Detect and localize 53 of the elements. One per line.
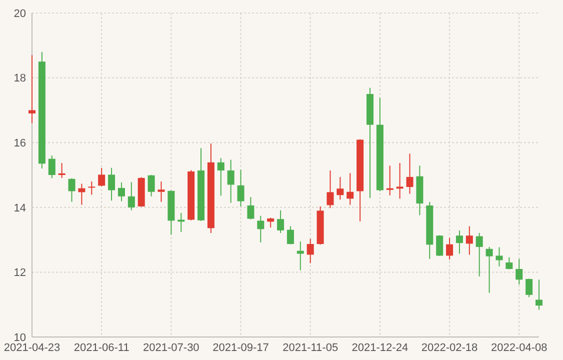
y-tick-label: 10 <box>14 332 26 344</box>
y-tick-label: 16 <box>14 137 26 150</box>
candlestick <box>396 162 404 200</box>
x-tick-label: 2021-06-11 <box>74 342 130 354</box>
candlestick <box>326 170 334 209</box>
candlestick <box>456 230 463 254</box>
candlestick <box>148 174 155 197</box>
candlestick <box>386 165 394 196</box>
candlestick <box>476 232 483 277</box>
candlestick <box>227 159 234 204</box>
candlestick <box>536 279 542 310</box>
y-tick-label: 20 <box>14 8 26 20</box>
candlestick <box>217 158 224 196</box>
candlestick <box>108 167 116 202</box>
candlestick <box>158 180 165 202</box>
candlestick <box>257 215 264 243</box>
candlestick <box>506 256 513 270</box>
x-tick-label: 2021-11-05 <box>282 342 338 354</box>
candlestick <box>466 226 473 256</box>
candlestick <box>128 182 135 211</box>
candlestick <box>88 180 96 196</box>
candlestick <box>306 238 314 264</box>
x-tick-label: 2021-07-30 <box>143 342 200 354</box>
x-tick-label: 2022-02-18 <box>421 342 478 354</box>
candlestick <box>98 167 106 187</box>
y-tick-label: 12 <box>14 267 26 280</box>
candlestick <box>486 246 493 294</box>
candlestick <box>446 237 454 260</box>
y-tick-label: 18 <box>14 72 26 85</box>
candlestick <box>68 178 76 202</box>
x-tick-label: 2022-04-08 <box>490 342 548 354</box>
candlestick <box>516 258 523 286</box>
candlestick <box>286 226 294 245</box>
candlestick <box>48 155 56 179</box>
candlestick <box>78 183 86 206</box>
candlestick <box>178 212 185 233</box>
candlestick <box>346 172 354 206</box>
x-tick-label: 2021-09-17 <box>212 342 269 354</box>
candlestick <box>58 162 66 178</box>
candlestick <box>247 196 254 220</box>
candlestick <box>28 54 36 124</box>
x-tick-label: 2021-04-23 <box>4 342 60 354</box>
candlestick <box>277 210 284 234</box>
candlestick <box>118 182 125 202</box>
y-tick-label: 14 <box>14 202 26 214</box>
candlestick <box>406 153 414 194</box>
candlestick <box>436 234 444 256</box>
candlestick <box>237 169 244 207</box>
x-tick-label: 2021-12-24 <box>352 342 408 354</box>
candlestick <box>267 217 274 228</box>
candlestick <box>496 246 503 267</box>
candlestick <box>336 176 344 200</box>
candlestick <box>526 278 533 298</box>
